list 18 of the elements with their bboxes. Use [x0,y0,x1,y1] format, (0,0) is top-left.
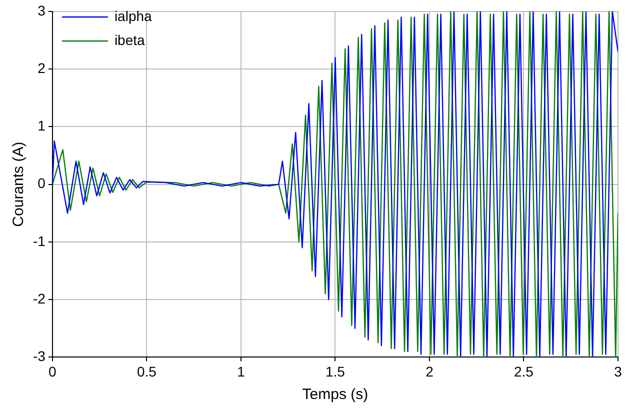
y-tick-label: -2 [32,290,46,306]
y-tick-label: 2 [38,60,46,76]
x-tick-label: 2 [426,363,434,380]
x-tick-label: 0.5 [136,363,157,380]
x-axis-title: Temps (s) [302,386,368,404]
y-axis-title: Courants (A) [10,142,28,227]
y-tick-label: 3 [38,2,46,18]
x-tick-label: 1.5 [325,363,346,380]
y-tick-label: -1 [32,232,46,249]
legend-label: ialpha [114,8,152,24]
y-tick-label: -3 [32,348,46,364]
y-tick-label: 1 [38,118,46,134]
x-tick-label: 1 [237,363,246,380]
x-tick-label: 3 [614,363,622,380]
x-tick-label: 2.5 [514,363,534,380]
y-tick-label: 0 [38,175,46,192]
x-tick-label: 0 [48,363,57,380]
legend-label: ibeta [114,32,146,48]
